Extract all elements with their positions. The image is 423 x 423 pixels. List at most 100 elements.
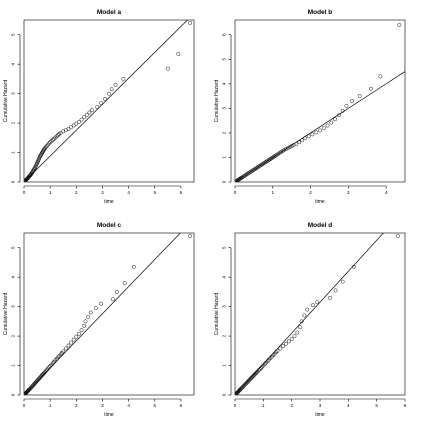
x-tick-label: 0: [234, 403, 237, 408]
x-axis-label: time: [104, 199, 114, 205]
data-point: [122, 281, 127, 285]
data-point: [284, 147, 288, 152]
plot-area: [235, 22, 405, 182]
data-point: [83, 319, 88, 324]
data-point: [69, 340, 74, 345]
data-point: [48, 140, 53, 145]
data-point: [273, 153, 278, 158]
data-point: [44, 145, 48, 149]
data-point: [131, 264, 136, 269]
y-tick-label: 5: [11, 33, 16, 36]
y-tick-label: 3: [222, 305, 227, 308]
data-point: [333, 117, 338, 122]
y-tick-label: 2: [11, 334, 16, 337]
data-point: [93, 306, 98, 311]
data-point: [74, 121, 79, 126]
data-point: [329, 120, 334, 125]
data-point: [254, 370, 259, 375]
data-point: [71, 337, 76, 342]
data-point: [76, 331, 81, 336]
y-tick-label: 0: [11, 180, 16, 183]
data-point: [327, 295, 332, 300]
reference-line: [24, 20, 188, 182]
data-point: [285, 146, 290, 151]
data-point: [255, 369, 260, 374]
data-point: [95, 104, 100, 109]
y-tick-label: 3: [11, 305, 16, 308]
plot-area: [24, 20, 193, 182]
x-tick-label: 3: [347, 190, 350, 195]
x-tick-label: 6: [180, 190, 183, 195]
data-point: [378, 74, 383, 79]
data-point: [86, 315, 91, 319]
data-point: [32, 166, 37, 171]
plot-frame: [234, 19, 406, 183]
data-point: [336, 113, 341, 118]
data-point: [289, 337, 294, 341]
x-tick-label: 4: [385, 190, 388, 195]
reference-line: [235, 233, 384, 395]
data-point: [52, 136, 57, 141]
data-point: [44, 368, 48, 373]
data-point: [278, 346, 283, 351]
y-tick-label: 1: [11, 151, 16, 154]
data-point: [82, 323, 87, 328]
y-tick-label: 3: [222, 107, 227, 110]
data-point: [66, 127, 71, 131]
data-point: [188, 21, 193, 25]
y-tick-label: 6: [222, 33, 227, 36]
chart-title: Model b: [308, 9, 333, 16]
data-point: [84, 112, 89, 117]
y-axis-label: Cumulative Hazard: [3, 80, 9, 123]
y-tick-label: 3: [11, 92, 16, 95]
x-tick-label: 4: [127, 190, 130, 195]
data-point: [87, 110, 92, 115]
y-tick-label: 2: [222, 334, 227, 337]
data-point: [90, 108, 94, 113]
data-point: [292, 334, 297, 339]
plot-frame: [23, 232, 195, 396]
x-tick-label: 3: [319, 403, 322, 408]
y-axis-label: Cumulative Hazard: [214, 80, 220, 123]
chart-title: Model c: [97, 222, 122, 229]
data-point: [282, 148, 287, 153]
data-point: [61, 349, 66, 354]
y-tick-label: 5: [222, 246, 227, 249]
data-point: [26, 388, 31, 392]
data-point: [286, 339, 291, 344]
chart-title: Model d: [308, 222, 333, 229]
chart-panel: Model b 0 1 2 3 4 time 0 1 2 3 4 5 6 Cumulative Hazard: [214, 9, 406, 205]
x-tick-label: 2: [75, 403, 78, 408]
data-point: [297, 140, 302, 145]
x-tick-label: 2: [309, 190, 312, 195]
x-tick-label: 5: [153, 190, 156, 195]
data-point: [306, 134, 311, 139]
y-tick-label: 4: [11, 275, 16, 278]
data-point: [188, 234, 193, 238]
data-point: [46, 142, 50, 147]
data-point: [291, 143, 296, 148]
data-point: [314, 130, 319, 135]
plot-area: [235, 233, 400, 395]
data-point: [295, 330, 300, 335]
x-tick-label: 5: [153, 403, 156, 408]
x-tick-label: 4: [127, 403, 130, 408]
y-tick-label: 2: [222, 131, 227, 134]
data-point: [71, 123, 76, 128]
x-tick-label: 4: [347, 403, 350, 408]
data-point: [61, 129, 66, 134]
data-point: [287, 145, 292, 150]
data-point: [66, 343, 71, 348]
data-point: [281, 344, 286, 349]
data-point: [299, 319, 304, 324]
data-point: [114, 289, 119, 294]
x-tick-label: 1: [262, 403, 265, 408]
data-point: [121, 76, 126, 81]
data-point: [56, 133, 60, 138]
data-point: [47, 365, 52, 370]
x-tick-label: 0: [23, 190, 26, 195]
data-point: [259, 365, 263, 370]
data-point: [107, 91, 111, 96]
y-tick-label: 4: [222, 275, 227, 278]
